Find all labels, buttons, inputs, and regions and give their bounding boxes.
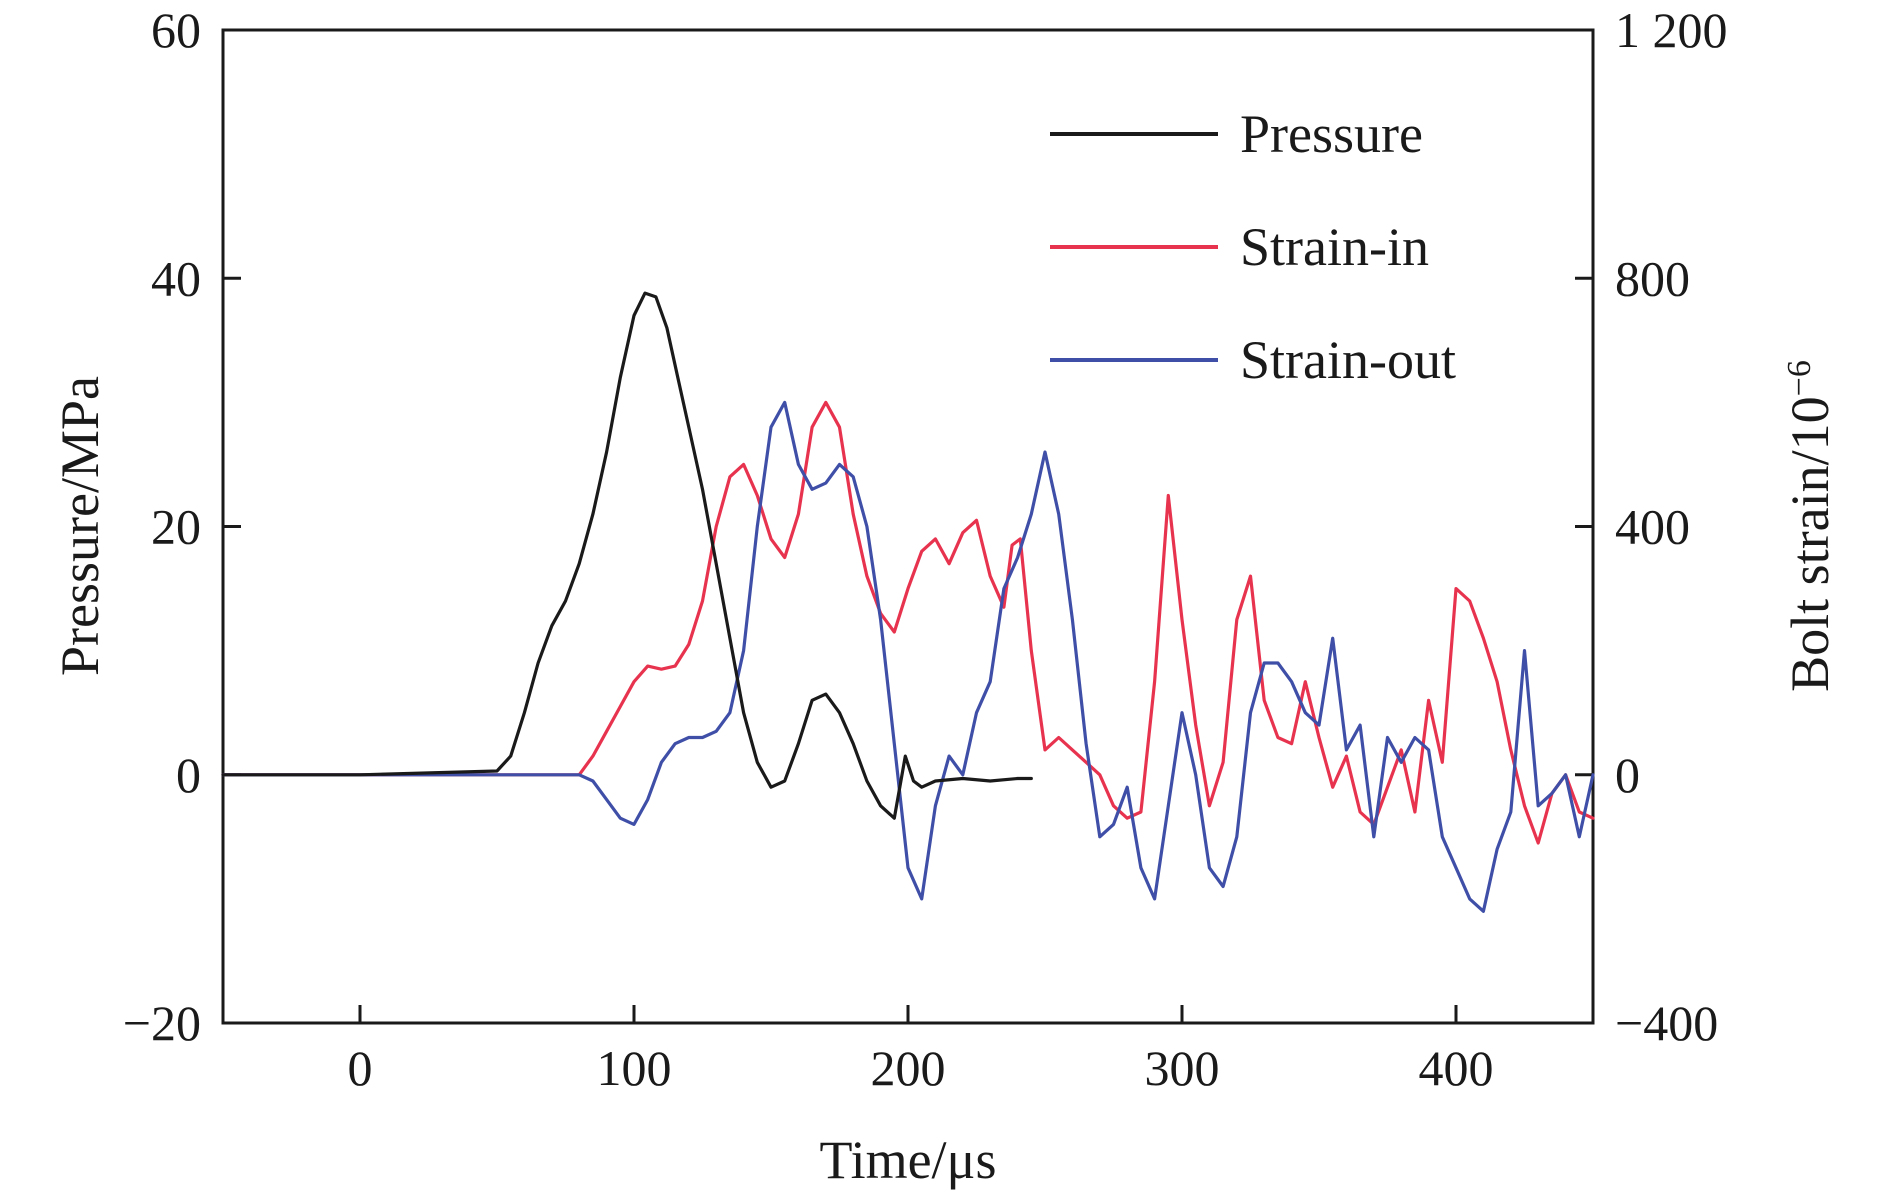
- axis-ticks: [223, 28, 1593, 1025]
- y2-tick-label: 400: [1615, 499, 1690, 555]
- x-tick-label: 100: [597, 1040, 672, 1096]
- series-line-strain-in: [221, 400, 1595, 845]
- y2-tick-label: 1 200: [1615, 2, 1728, 58]
- axis-tick-labels: 0 100 200 300 400 −20 0 20 40 60 −400 0 400 800 1 200: [123, 2, 1728, 1096]
- y-tick-label: 40: [151, 250, 201, 306]
- y2-axis-label: Bolt strain/10−6: [1780, 360, 1840, 692]
- y-tick-label: −20: [123, 995, 201, 1051]
- legend-label-strain-out: Strain-out: [1240, 330, 1456, 390]
- y2-axis-label-base: Bolt strain/10: [1780, 396, 1840, 692]
- y2-tick-label: −400: [1615, 995, 1718, 1051]
- x-tick-label: 0: [348, 1040, 373, 1096]
- x-axis-label: Time/μs: [819, 1130, 996, 1190]
- y2-tick-label: 800: [1615, 250, 1690, 306]
- y2-tick-label: 0: [1615, 747, 1640, 803]
- legend-label-pressure: Pressure: [1240, 104, 1423, 164]
- y-tick-label: 60: [151, 2, 201, 58]
- plot-border: [221, 28, 1595, 1025]
- legend-label-strain-in: Strain-in: [1240, 217, 1429, 277]
- series-line-pressure: [221, 291, 1033, 820]
- series-line-strain-out: [221, 400, 1595, 913]
- x-tick-label: 200: [871, 1040, 946, 1096]
- x-tick-label: 300: [1145, 1040, 1220, 1096]
- y-axis-label: Pressure/MPa: [50, 376, 110, 676]
- y-tick-label: 0: [176, 747, 201, 803]
- plot-frame: [221, 28, 1595, 1025]
- legend: Pressure Strain-in Strain-out: [1050, 104, 1456, 390]
- y2-axis-label-exponent: −6: [1781, 360, 1818, 396]
- y-tick-label: 20: [151, 499, 201, 555]
- x-tick-label: 400: [1419, 1040, 1494, 1096]
- series-layer: [221, 291, 1595, 913]
